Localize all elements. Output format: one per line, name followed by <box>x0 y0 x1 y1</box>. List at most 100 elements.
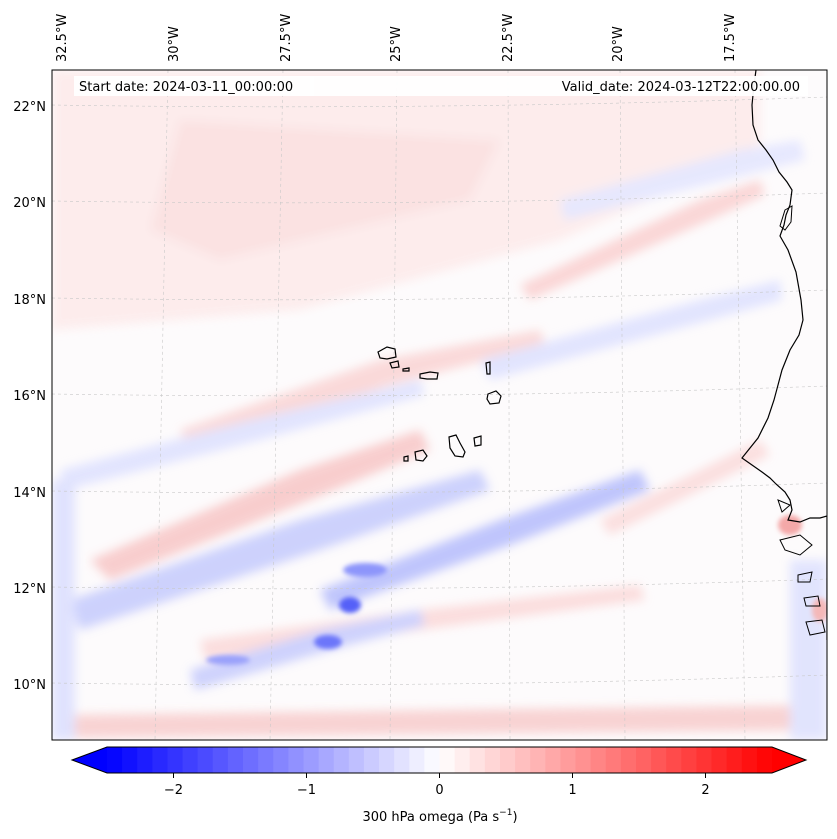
colorbar-swatch <box>484 747 501 773</box>
meridian-line <box>619 70 626 740</box>
parallel-line <box>52 289 827 301</box>
negative-omega-core <box>339 597 361 613</box>
colorbar-swatch <box>499 747 516 773</box>
colorbar-swatch <box>318 747 335 773</box>
negative-omega-band <box>52 480 75 740</box>
colorbar-swatch <box>651 747 667 773</box>
parallel-line <box>52 578 827 590</box>
island-sal <box>485 361 491 375</box>
colorbar-swatch <box>212 747 229 773</box>
positive-omega-band <box>600 440 770 535</box>
colorbar-swatch <box>681 747 698 773</box>
island-brava <box>403 455 409 462</box>
island-santiago <box>448 434 466 458</box>
negative-omega-band <box>190 610 425 690</box>
negative-omega-band <box>480 280 782 380</box>
negative-omega-band <box>790 560 827 740</box>
island-sao-nicolau <box>419 371 439 380</box>
colorbar-swatch <box>197 747 214 773</box>
colorbar-swatch <box>227 747 244 773</box>
colorbar-swatch <box>590 747 607 773</box>
colorbar-tick-label: 2 <box>701 783 709 798</box>
colorbar-swatch <box>394 747 410 773</box>
coastal-islands <box>777 205 826 636</box>
graticule <box>52 70 827 740</box>
colorbar-swatch <box>258 747 274 773</box>
parallel-line <box>52 192 827 204</box>
colorbar-swatch <box>439 747 456 773</box>
colorbar-swatch <box>711 747 728 773</box>
negative-omega-band <box>70 470 490 630</box>
colorbar-swatch <box>182 747 199 773</box>
negative-omega-core <box>314 635 342 649</box>
colorbar-swatch <box>756 747 773 773</box>
lat-label: 14°N <box>13 486 46 501</box>
colorbar-tick-label: −1 <box>297 783 316 798</box>
parallel-line <box>52 385 827 397</box>
colorbar-swatch <box>122 747 138 773</box>
lon-label: 22.5°W <box>501 14 516 62</box>
colorbar-swatch <box>152 747 169 773</box>
annotation-strip <box>74 76 314 96</box>
parallel-line <box>52 674 827 686</box>
colorbar-max-extend <box>772 747 806 773</box>
colorbar-swatches <box>107 747 773 773</box>
colorbar-swatch <box>273 747 289 773</box>
parallel-line <box>52 96 827 108</box>
meridian-line <box>507 70 511 740</box>
colorbar-swatch <box>560 747 577 773</box>
parallel-line <box>52 482 827 494</box>
colorbar-swatch <box>666 747 682 773</box>
map-frame <box>51 69 828 741</box>
positive-omega-band <box>60 705 822 738</box>
island-santa-luzia <box>402 367 410 372</box>
meridian-line <box>269 70 284 740</box>
africa-coastline <box>741 70 827 640</box>
colorbar-min-extend <box>72 747 107 773</box>
start-date-annotation: Start date: 2024-03-11_00:00:00 <box>79 80 293 95</box>
colorbar-swatch <box>167 747 184 773</box>
island-sao-vicente <box>389 360 400 369</box>
negative-omega-core <box>206 655 250 665</box>
colorbar-swatch <box>635 747 652 773</box>
colorbar-swatch <box>409 747 425 773</box>
meridian-line <box>154 70 169 740</box>
negative-omega-band <box>320 470 650 610</box>
positive-omega-band <box>90 430 430 580</box>
colorbar-swatch <box>696 747 713 773</box>
colorbar-swatch <box>243 747 259 773</box>
colorbar-swatch <box>530 747 546 773</box>
colorbar-tick-label: −2 <box>164 783 183 798</box>
colorbar-swatch <box>379 747 395 773</box>
cape-verde-islands <box>377 346 502 462</box>
meridian-line <box>734 70 746 740</box>
island-maio <box>473 435 482 447</box>
colorbar-swatch <box>107 747 123 773</box>
lat-label: 20°N <box>13 196 46 211</box>
lat-label: 22°N <box>13 100 46 115</box>
meridian-line <box>389 70 398 740</box>
valid-date-annotation: Valid_date: 2024-03-12T22:00:00.00 <box>562 80 800 95</box>
colorbar-swatch <box>454 747 471 773</box>
colorbar-ticks: −2 −1 0 1 2 <box>164 773 710 798</box>
colorbar-swatch <box>620 747 637 773</box>
colorbar-swatch <box>469 747 486 773</box>
colorbar-swatch <box>333 747 350 773</box>
colorbar-swatch <box>363 747 380 773</box>
lat-label: 12°N <box>13 582 46 597</box>
negative-omega-core <box>343 563 387 577</box>
island-santo-antao <box>377 346 397 360</box>
lat-label: 10°N <box>13 678 46 693</box>
lon-label: 30°W <box>167 26 182 62</box>
lon-label: 27.5°W <box>279 14 294 62</box>
positive-omega-band <box>150 120 500 260</box>
colorbar-swatch <box>288 747 305 773</box>
colorbar-swatch <box>303 747 320 773</box>
lat-label: 18°N <box>13 293 46 308</box>
colorbar-swatch <box>515 747 531 773</box>
lon-label: 20°W <box>611 26 626 62</box>
annotation-strip <box>310 76 808 96</box>
colorbar-swatch <box>726 747 743 773</box>
island-fogo <box>414 449 428 462</box>
